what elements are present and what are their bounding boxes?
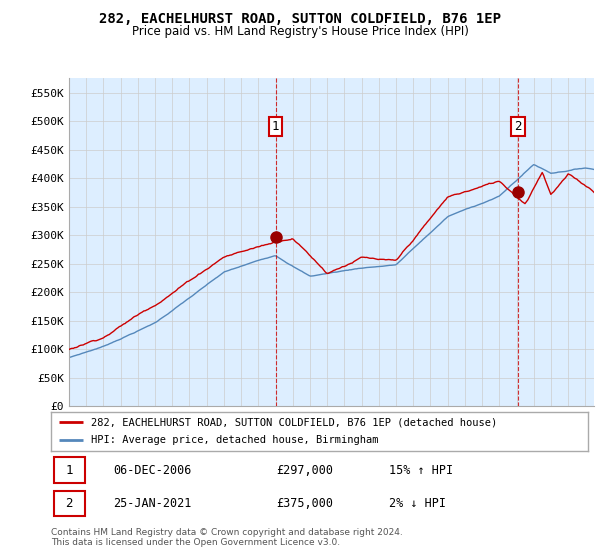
Text: 282, EACHELHURST ROAD, SUTTON COLDFIELD, B76 1EP (detached house): 282, EACHELHURST ROAD, SUTTON COLDFIELD,…	[91, 417, 497, 427]
Text: 15% ↑ HPI: 15% ↑ HPI	[389, 464, 454, 477]
Text: £297,000: £297,000	[277, 464, 334, 477]
Text: Price paid vs. HM Land Registry's House Price Index (HPI): Price paid vs. HM Land Registry's House …	[131, 25, 469, 38]
Text: 06-DEC-2006: 06-DEC-2006	[113, 464, 191, 477]
Text: £375,000: £375,000	[277, 497, 334, 510]
Text: Contains HM Land Registry data © Crown copyright and database right 2024.
This d: Contains HM Land Registry data © Crown c…	[51, 528, 403, 547]
FancyBboxPatch shape	[53, 491, 85, 516]
Text: 1: 1	[272, 120, 280, 133]
Text: 2: 2	[514, 120, 521, 133]
Text: 25-JAN-2021: 25-JAN-2021	[113, 497, 191, 510]
FancyBboxPatch shape	[53, 458, 85, 483]
Text: 2: 2	[65, 497, 73, 510]
Text: 282, EACHELHURST ROAD, SUTTON COLDFIELD, B76 1EP: 282, EACHELHURST ROAD, SUTTON COLDFIELD,…	[99, 12, 501, 26]
Text: 1: 1	[65, 464, 73, 477]
Text: HPI: Average price, detached house, Birmingham: HPI: Average price, detached house, Birm…	[91, 435, 379, 445]
Text: 2% ↓ HPI: 2% ↓ HPI	[389, 497, 446, 510]
